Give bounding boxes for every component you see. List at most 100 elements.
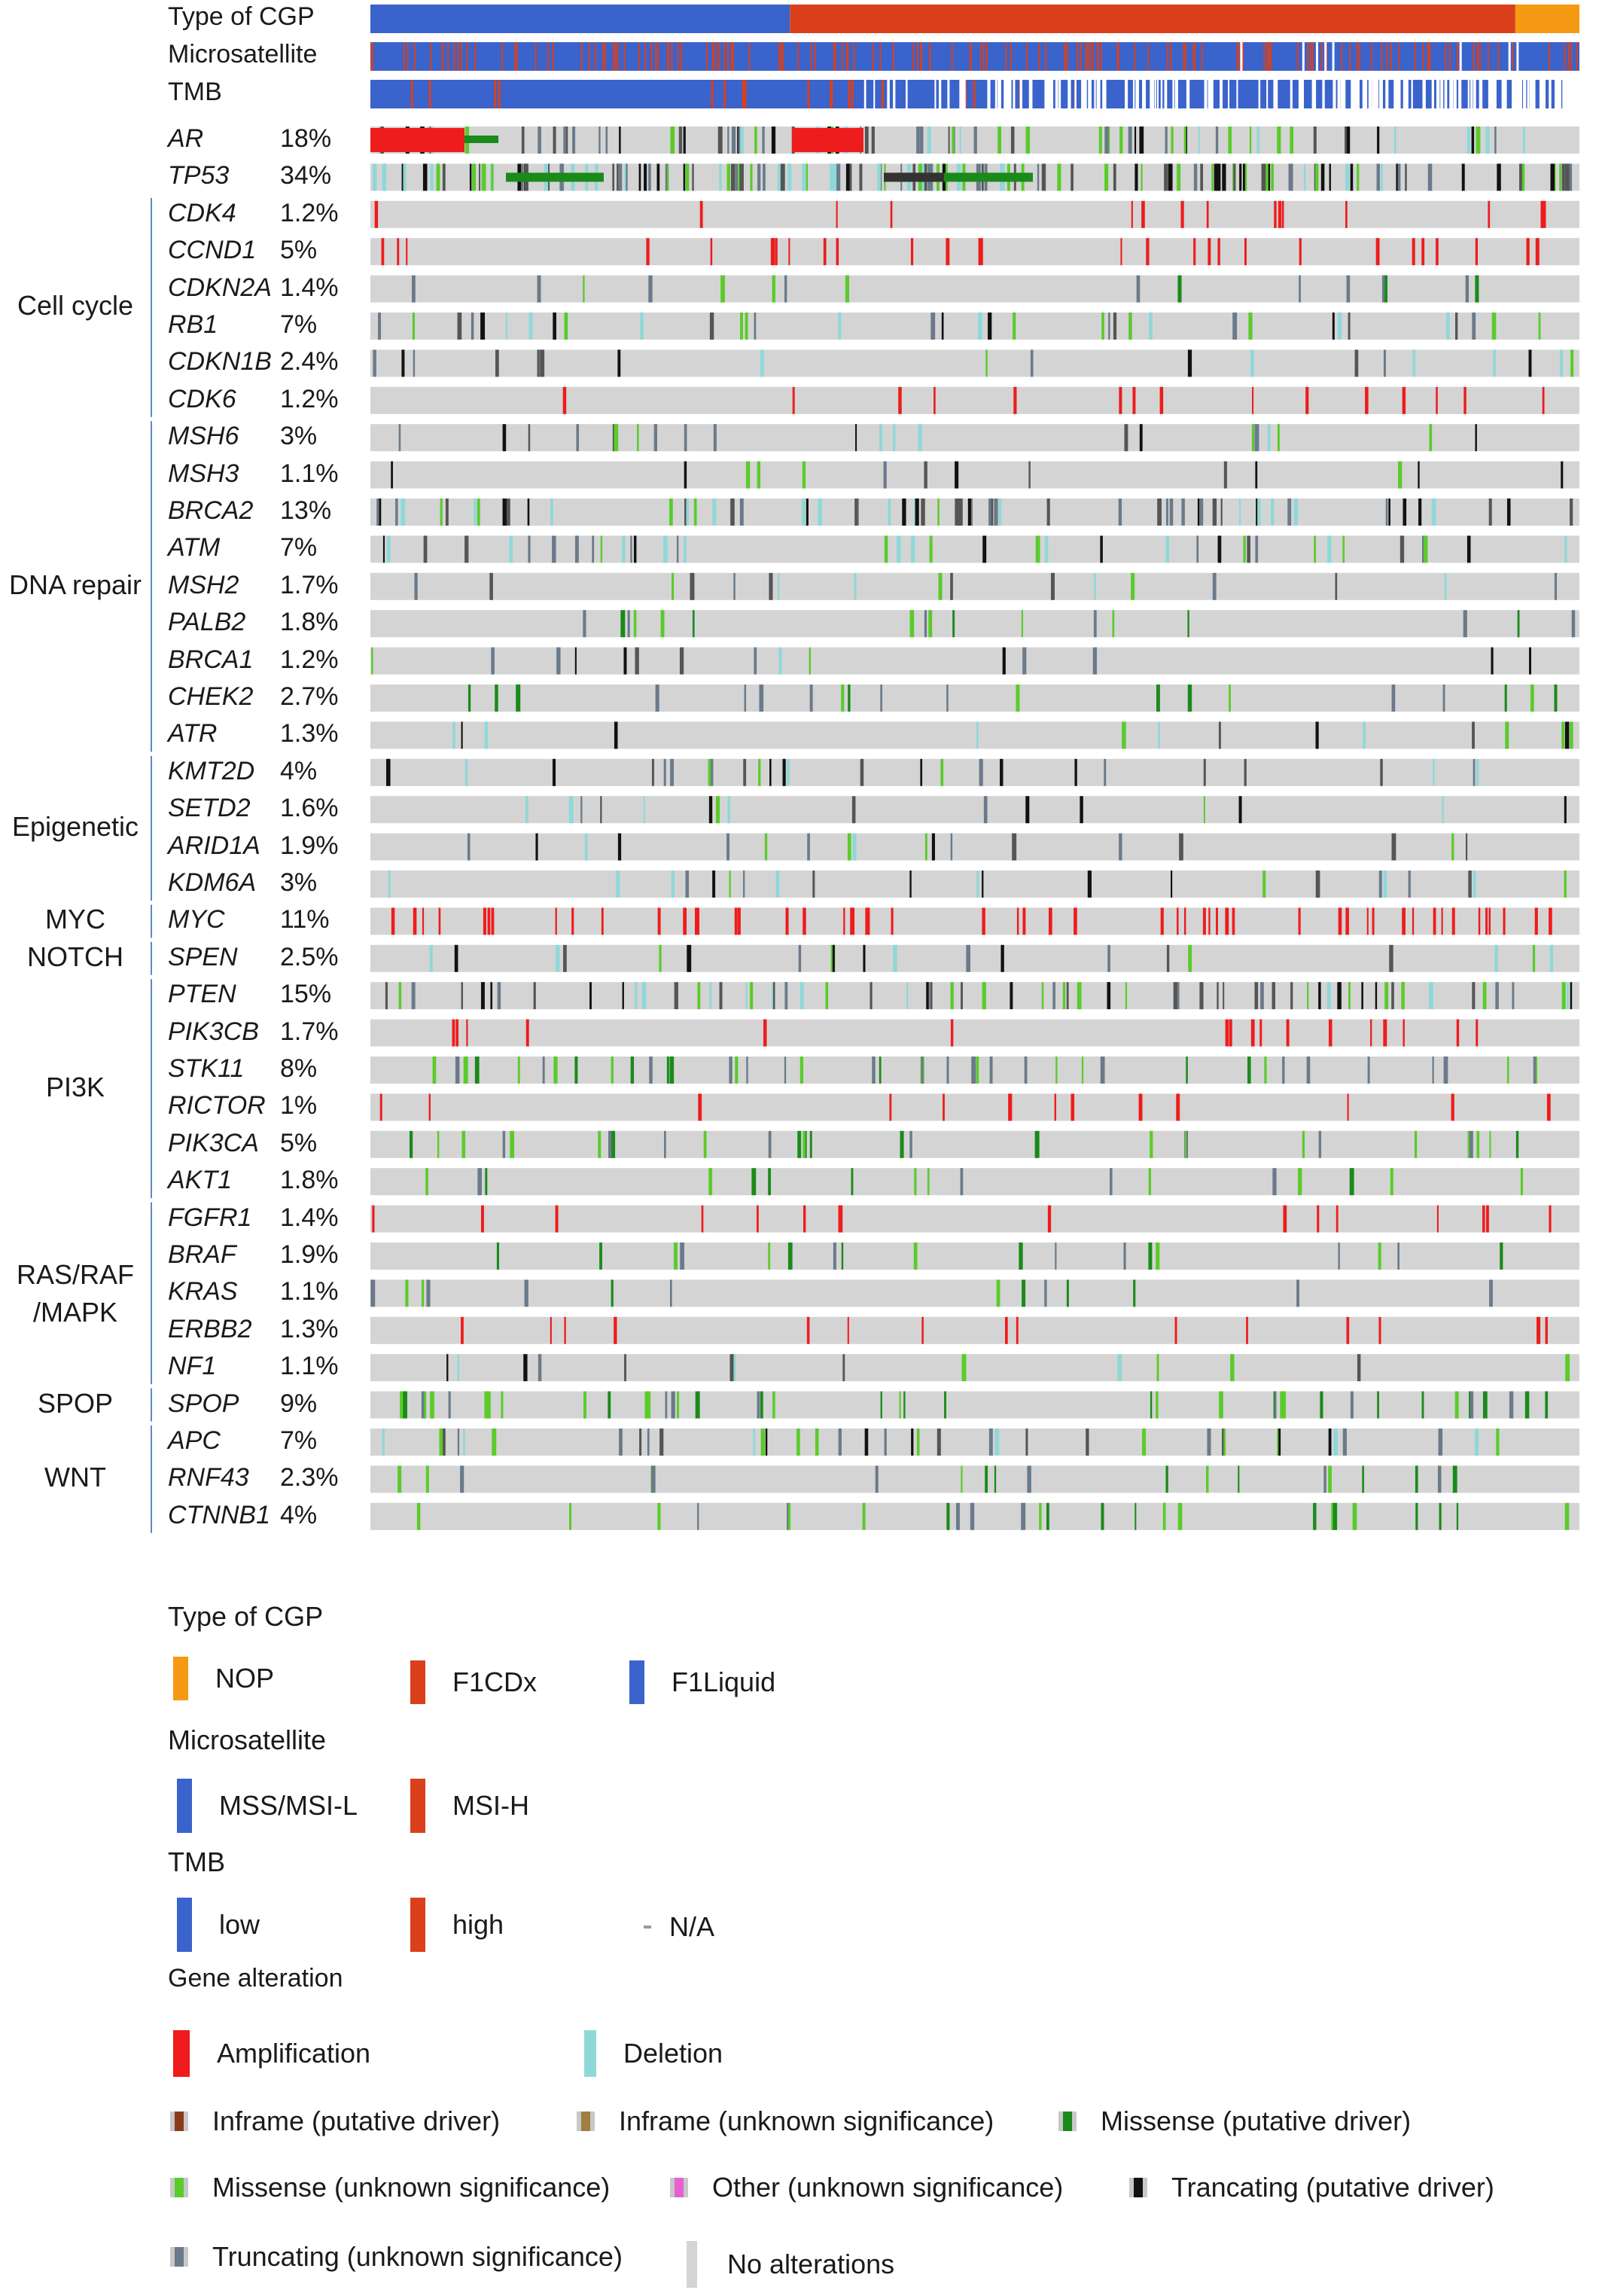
alteration-mark-tp53: [1288, 163, 1293, 191]
alteration-mark-tp53: [1350, 163, 1354, 191]
gene-label-spen: SPEN: [168, 942, 238, 971]
tp53-truncating-block: [884, 172, 944, 182]
alteration-mark-stk11: [1081, 1057, 1084, 1084]
alteration-mark-fgfr1: [480, 1205, 484, 1233]
msi-high-mark: [1429, 42, 1431, 71]
alteration-mark-tp53: [763, 163, 766, 191]
alteration-mark-pik3cb: [1225, 1019, 1229, 1047]
alteration-mark-brca2: [806, 499, 809, 526]
alteration-mark-fgfr1: [701, 1205, 704, 1233]
gene-percent-nf1: 1.1%: [280, 1352, 339, 1381]
msi-gap-mark: [1324, 42, 1327, 71]
alteration-mark-tp53: [1041, 163, 1046, 191]
alteration-mark-atr: [1505, 721, 1509, 749]
alteration-mark-rictor: [1008, 1093, 1012, 1121]
alteration-mark-rb1: [1332, 313, 1335, 340]
msi-high-mark: [1422, 42, 1424, 71]
alteration-mark-arid1a: [764, 833, 768, 861]
msi-high-mark: [1427, 42, 1429, 71]
legend-label-inframe-unknown: Inframe (unknown significance): [619, 2105, 994, 2136]
gene-percent-pik3cb: 1.7%: [280, 1017, 339, 1046]
alteration-mark-pik3ca: [1476, 1130, 1480, 1158]
alteration-mark-kras: [670, 1279, 672, 1307]
alteration-mark-stk11: [542, 1057, 545, 1084]
alteration-mark-tp53: [787, 163, 792, 191]
alteration-mark-stk11: [666, 1057, 669, 1084]
legend-swatch-truncating-driver: [1129, 2178, 1147, 2197]
alteration-mark-pten: [1337, 982, 1342, 1010]
legend-swatch-no-alterations: [687, 2241, 697, 2288]
alteration-mark-tp53: [1268, 163, 1271, 191]
alteration-mark-stk11: [1506, 1057, 1509, 1084]
alteration-mark-kras: [996, 1279, 1000, 1307]
alteration-mark-ccnd1: [1146, 238, 1150, 266]
tmb-na-mark: [1290, 80, 1293, 108]
alteration-mark-pten: [1177, 982, 1180, 1010]
tmb-na-mark: [1473, 80, 1476, 108]
alteration-mark-atm: [1327, 535, 1332, 563]
alteration-mark-tp53: [1177, 163, 1181, 191]
msi-high-mark: [916, 42, 918, 71]
alteration-mark-pten: [533, 982, 536, 1010]
alteration-mark-atm: [630, 535, 632, 563]
alteration-mark-arid1a: [950, 833, 953, 861]
alteration-mark-fgfr1: [1482, 1205, 1485, 1233]
alteration-mark-brca2: [1220, 499, 1223, 526]
alteration-mark-rb1: [754, 313, 757, 340]
msi-high-mark: [1268, 42, 1270, 71]
alteration-mark-spop: [757, 1391, 760, 1419]
alteration-mark-brca2: [376, 499, 379, 526]
alteration-mark-spen: [1107, 944, 1110, 972]
alteration-mark-palb2: [1112, 610, 1115, 638]
legend-swatch-other-unknown: [670, 2178, 688, 2197]
alteration-mark-atm: [423, 535, 428, 563]
alteration-mark-pik3ca: [664, 1130, 666, 1158]
alteration-mark-setd2: [1203, 796, 1205, 824]
tmb-na-mark: [1405, 80, 1409, 108]
alteration-mark-pten: [719, 982, 723, 1010]
alteration-mark-fgfr1: [1336, 1205, 1339, 1233]
alteration-mark-ar: [727, 127, 729, 154]
alteration-mark-spop: [1377, 1391, 1379, 1419]
alteration-mark-atm: [982, 535, 987, 563]
alteration-mark-brca1: [754, 647, 757, 675]
msi-high-mark: [1201, 42, 1203, 71]
tmb-na-mark: [1364, 80, 1368, 108]
alteration-mark-brca2: [1388, 499, 1390, 526]
alteration-mark-rnf43: [425, 1465, 429, 1493]
alteration-mark-brca2: [970, 499, 973, 526]
alteration-mark-atr: [1363, 721, 1366, 749]
alteration-mark-tp53: [780, 163, 785, 191]
alteration-mark-myc: [694, 907, 697, 935]
alteration-mark-pik3ca: [703, 1130, 707, 1158]
tmb-na-mark: [1513, 80, 1516, 108]
alteration-mark-nf1: [961, 1354, 967, 1382]
alteration-mark-chek2: [759, 685, 764, 712]
group-bracket-8: [151, 1425, 152, 1533]
alteration-mark-myc: [1048, 907, 1052, 935]
alteration-mark-brca2: [967, 499, 971, 526]
alteration-mark-spen: [687, 944, 692, 972]
msi-high-mark: [1445, 42, 1447, 71]
alteration-mark-brca2: [998, 499, 1002, 526]
alteration-mark-pik3ca: [797, 1130, 802, 1158]
alteration-mark-pik3ca: [1515, 1130, 1519, 1158]
tmb-na-mark: [1050, 80, 1054, 108]
alteration-mark-braf: [787, 1243, 793, 1270]
alteration-mark-ccnd1: [1375, 238, 1380, 266]
legend-item-inframe-driver: Inframe (putative driver): [170, 2105, 500, 2137]
alteration-mark-rb1: [838, 313, 842, 340]
alteration-mark-tp53: [656, 163, 660, 191]
alteration-mark-pten: [784, 982, 788, 1010]
legend-item-na: N/A: [644, 1911, 714, 1943]
alteration-mark-pten: [870, 982, 873, 1010]
alteration-mark-rb1: [941, 313, 944, 340]
alteration-mark-tp53: [692, 163, 694, 191]
tmb-na-mark: [1562, 80, 1566, 108]
gene-label-cdkn2a: CDKN2A: [168, 273, 272, 302]
legend-title-cgp: Type of CGP: [168, 1601, 324, 1632]
legend-label-nop: NOP: [215, 1663, 275, 1694]
gene-percent-ccnd1: 5%: [280, 236, 318, 265]
tmb-na-mark: [1351, 80, 1353, 108]
alteration-mark-nf1: [733, 1354, 736, 1382]
